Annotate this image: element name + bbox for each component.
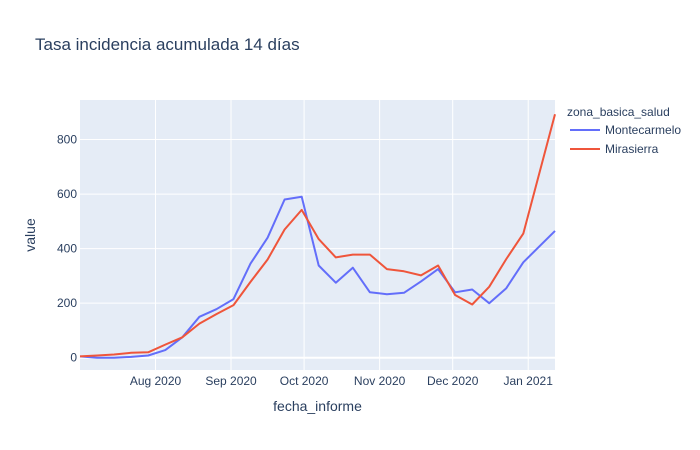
y-axis-title: value [22, 218, 38, 252]
y-tick-label: 0 [70, 351, 77, 365]
x-axis-ticks: Aug 2020 Sep 2020 Oct 2020 Nov 2020 Dec 2020… [130, 374, 553, 388]
chart-title: Tasa incidencia acumulada 14 días [35, 35, 300, 54]
series-lines [79, 113, 556, 359]
x-tick-label: Aug 2020 [130, 374, 182, 388]
y-tick-label: 400 [57, 242, 77, 256]
gridlines [80, 100, 555, 370]
x-tick-label: Oct 2020 [280, 374, 329, 388]
x-axis-title: fecha_informe [273, 398, 362, 414]
legend-item-label: Montecarmelo [605, 123, 681, 137]
x-tick-label: Nov 2020 [354, 374, 406, 388]
series-line-mirasierra [79, 113, 556, 358]
legend-title: zona_basica_salud [567, 105, 670, 119]
y-tick-label: 800 [57, 133, 77, 147]
legend: zona_basica_salud Montecarmelo Mirasierra [567, 105, 681, 156]
plot-area-background [80, 100, 555, 370]
x-tick-label: Jan 2021 [504, 374, 554, 388]
x-tick-label: Sep 2020 [205, 374, 257, 388]
y-axis-ticks: 0 200 400 600 800 [57, 133, 77, 365]
y-tick-label: 200 [57, 296, 77, 310]
x-tick-label: Dec 2020 [427, 374, 479, 388]
legend-item-label: Mirasierra [605, 142, 659, 156]
series-line-montecarmelo [79, 195, 556, 359]
y-tick-label: 600 [57, 187, 77, 201]
